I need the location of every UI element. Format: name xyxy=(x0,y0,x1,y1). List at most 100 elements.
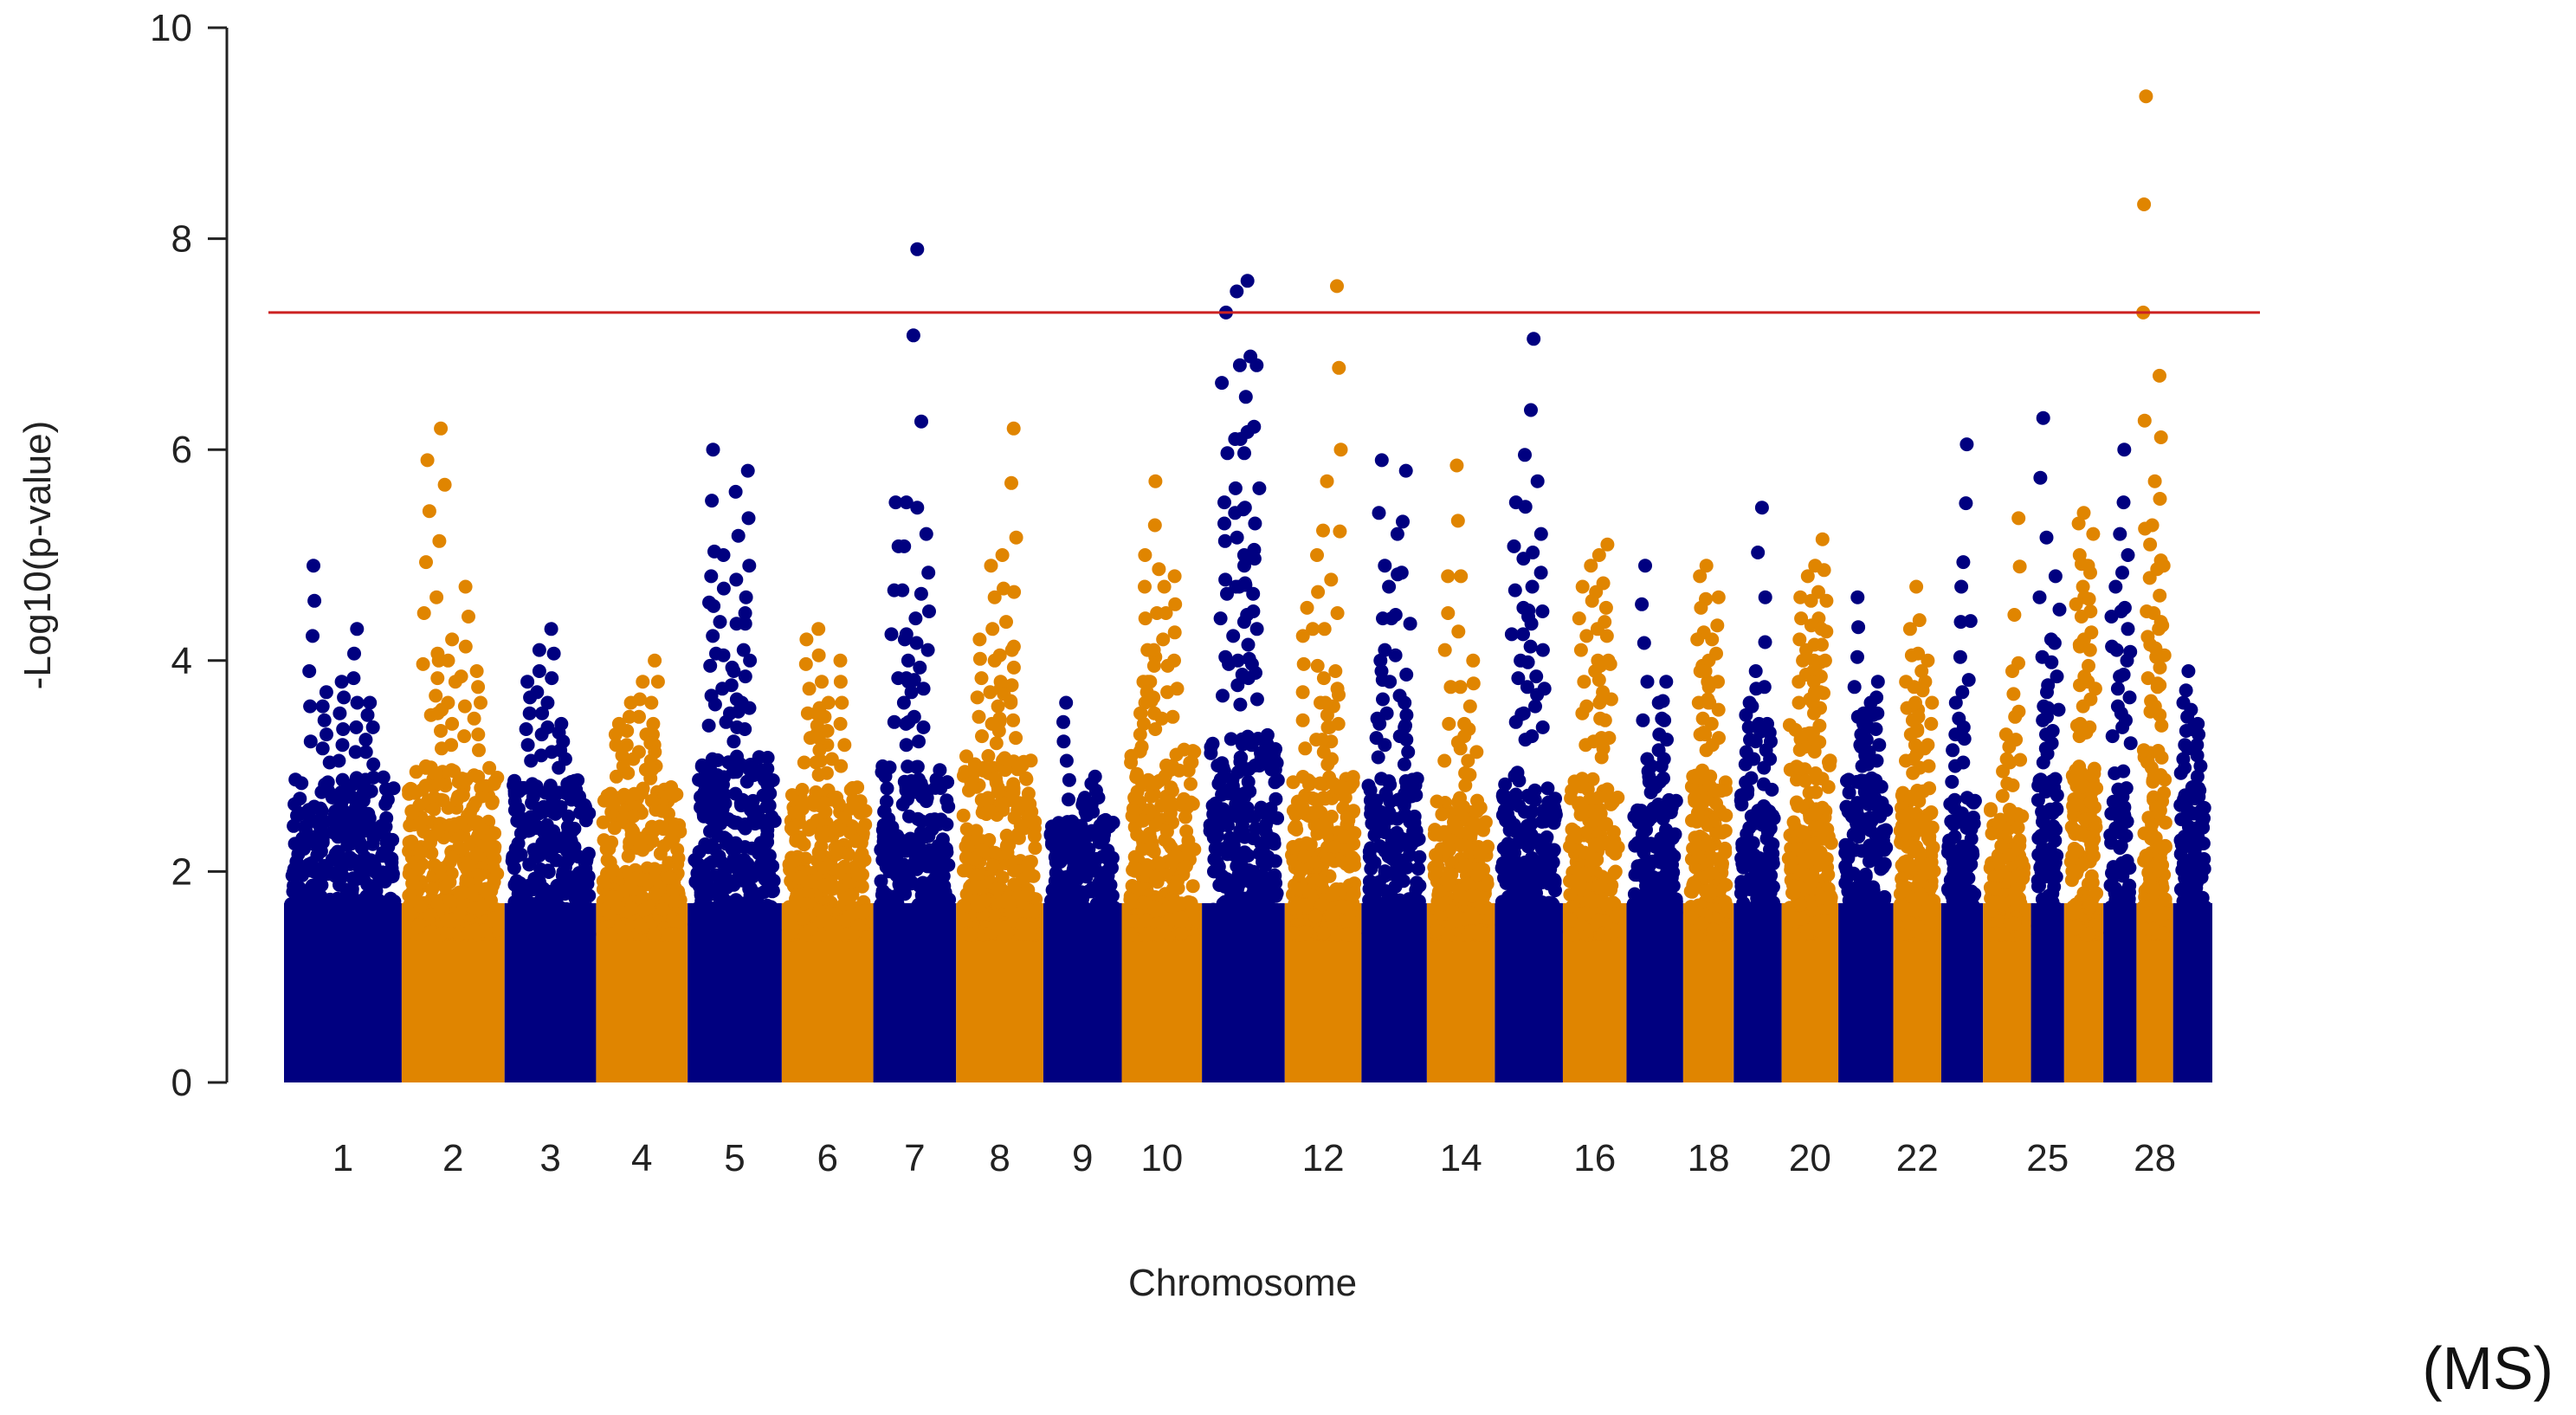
snp-peak-point xyxy=(350,622,365,636)
snp-point xyxy=(1105,861,1119,875)
snp-point xyxy=(371,867,385,882)
snp-peak-point xyxy=(1374,453,1389,468)
snp-point xyxy=(1246,864,1261,879)
snp-point xyxy=(845,781,860,795)
snp-point xyxy=(1361,779,1376,793)
snp-point xyxy=(809,755,823,770)
snp-point xyxy=(704,811,719,826)
snp-point xyxy=(874,874,888,888)
snp-point xyxy=(482,760,497,775)
snp-point xyxy=(1286,926,1300,940)
snp-point xyxy=(1461,753,1475,768)
snp-point xyxy=(915,850,930,864)
snp-peak-point xyxy=(919,527,933,541)
snp-point xyxy=(1235,668,1249,682)
snp-point xyxy=(914,414,928,429)
snp-point xyxy=(427,802,442,817)
snp-point xyxy=(1364,862,1378,876)
snp-point xyxy=(565,777,579,791)
snp-point xyxy=(561,819,576,834)
snp-point xyxy=(1257,732,1272,746)
snp-point xyxy=(1310,658,1325,673)
snp-peak-point xyxy=(1148,474,1163,488)
snp-peak-point xyxy=(445,632,460,647)
snp-point xyxy=(697,924,712,939)
snp-point xyxy=(360,708,375,722)
snp-point xyxy=(975,729,989,744)
snp-point xyxy=(700,913,713,927)
snp-point xyxy=(1369,731,1384,746)
snp-point xyxy=(913,660,927,675)
snp-point xyxy=(578,813,593,828)
snp-point xyxy=(1085,917,1100,932)
snp-point xyxy=(1458,766,1473,780)
snp-point xyxy=(989,736,1004,751)
snp-point xyxy=(1340,927,1354,942)
snp-point xyxy=(1100,912,1114,927)
snp-point xyxy=(922,604,936,618)
snp-point xyxy=(539,888,553,903)
snp-point xyxy=(1437,826,1452,841)
snp-point xyxy=(1131,881,1146,895)
snp-peak-point xyxy=(1373,653,1388,668)
snp-point xyxy=(525,796,539,811)
snp-point xyxy=(619,738,634,753)
snp-point xyxy=(337,690,352,705)
snp-point xyxy=(293,881,307,895)
snp-point xyxy=(1226,629,1241,643)
snp-point xyxy=(1137,895,1152,910)
snp-point xyxy=(430,706,445,720)
snp-point xyxy=(605,889,620,904)
snp-point xyxy=(1257,805,1272,820)
snp-point xyxy=(914,825,928,840)
snp-point xyxy=(741,511,756,526)
snp-point xyxy=(983,685,997,700)
snp-point xyxy=(520,738,535,753)
snp-peak-point xyxy=(810,706,823,720)
snp-point xyxy=(1024,804,1039,819)
snp-point xyxy=(1458,778,1473,792)
snp-point xyxy=(1006,785,1021,799)
snp-point xyxy=(1185,755,1199,770)
snp-point xyxy=(1447,815,1461,830)
snp-point xyxy=(1049,843,1064,858)
snp-point xyxy=(372,894,387,908)
snp-point xyxy=(1313,792,1327,807)
snp-point xyxy=(535,836,550,850)
snp-point xyxy=(765,773,780,787)
snp-point xyxy=(1456,799,1471,814)
snp-point xyxy=(429,688,443,703)
snp-point xyxy=(1249,622,1264,636)
snp-point xyxy=(731,528,746,543)
snp-peak-point xyxy=(888,495,903,510)
snp-point xyxy=(727,898,742,913)
snp-point xyxy=(627,786,642,801)
snp-point xyxy=(797,755,811,770)
snp-point xyxy=(1059,753,1074,768)
snp-point xyxy=(887,714,901,729)
snp-point xyxy=(1458,858,1473,873)
snp-peak-point xyxy=(648,653,662,668)
snp-point xyxy=(1316,745,1331,759)
snp-peak-point xyxy=(1248,516,1262,531)
snp-point xyxy=(402,835,416,850)
snp-peak-point xyxy=(1449,458,1464,473)
snp-point xyxy=(1123,892,1138,907)
snp-point xyxy=(723,706,737,720)
snp-point xyxy=(540,695,555,710)
snp-point xyxy=(566,903,581,918)
snp-point xyxy=(701,718,716,733)
snp-point xyxy=(1164,780,1178,795)
snp-point xyxy=(522,857,537,872)
snp-point xyxy=(1102,819,1117,834)
snp-point xyxy=(1429,923,1443,938)
snp-point xyxy=(764,908,778,922)
snp-point xyxy=(302,664,317,678)
snp-point xyxy=(812,903,827,918)
snp-point xyxy=(743,653,758,668)
snp-point xyxy=(1332,360,1346,375)
snp-point xyxy=(1335,899,1350,914)
snp-point xyxy=(997,751,1012,766)
snp-point xyxy=(1235,927,1249,942)
snp-point xyxy=(997,687,1011,701)
